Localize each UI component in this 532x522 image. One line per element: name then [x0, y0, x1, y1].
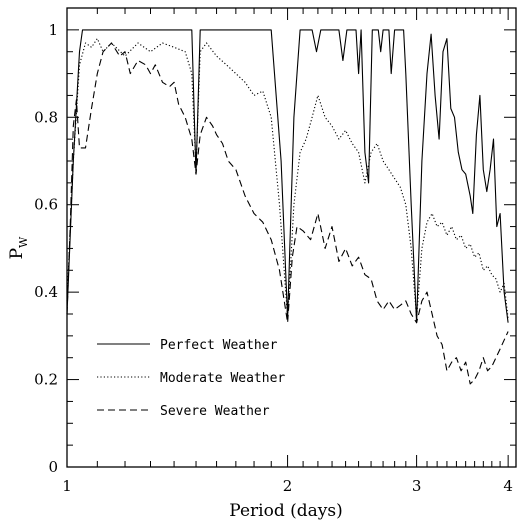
plot-border	[66, 7, 517, 468]
series-layer	[66, 29, 509, 385]
x-tick-label: 4	[503, 477, 513, 495]
y-axis-title-main: P	[7, 248, 27, 259]
y-tick-label: 0.8	[34, 108, 58, 126]
series-line-solid	[66, 29, 509, 324]
y-tick-label: 0	[48, 458, 58, 476]
x-tick-label: 3	[412, 477, 422, 495]
y-axis-title-subscript: W	[17, 236, 30, 248]
x-axis-title: Period (days)	[229, 501, 342, 521]
axis-ticks: 0 0.2 0.4 0.6 0.8 1 1 2 3 4	[34, 7, 517, 495]
y-axis-title: PW	[7, 236, 30, 259]
legend-label: Moderate Weather	[160, 371, 285, 386]
y-tick-label: 0.6	[34, 196, 58, 214]
x-tick-label: 2	[283, 477, 293, 495]
y-tick-label: 1	[48, 21, 58, 39]
legend: Perfect Weather Moderate Weather Severe We…	[97, 338, 285, 419]
y-tick-label: 0.4	[34, 283, 58, 301]
series-line-dotted	[66, 38, 509, 319]
y-tick-label: 0.2	[34, 371, 58, 389]
plot-frame	[66, 7, 517, 468]
series-line-dashed	[66, 42, 509, 385]
x-tick-label: 1	[62, 477, 72, 495]
legend-label: Severe Weather	[160, 404, 270, 419]
legend-label: Perfect Weather	[160, 338, 278, 353]
